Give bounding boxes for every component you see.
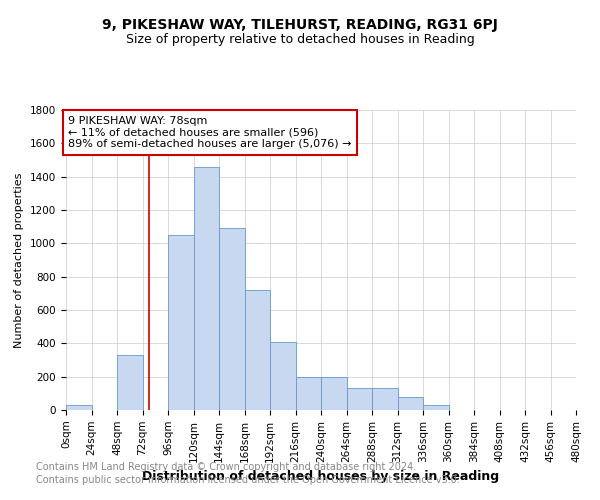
Text: Contains HM Land Registry data © Crown copyright and database right 2024.: Contains HM Land Registry data © Crown c… <box>36 462 416 472</box>
Bar <box>193 166 219 410</box>
Bar <box>296 376 321 410</box>
Bar <box>398 396 423 410</box>
Y-axis label: Number of detached properties: Number of detached properties <box>14 172 25 348</box>
Text: 9, PIKESHAW WAY, TILEHURST, READING, RG31 6PJ: 9, PIKESHAW WAY, TILEHURST, READING, RG3… <box>102 18 498 32</box>
Bar <box>245 290 270 410</box>
Text: 9 PIKESHAW WAY: 78sqm
← 11% of detached houses are smaller (596)
89% of semi-det: 9 PIKESHAW WAY: 78sqm ← 11% of detached … <box>68 116 352 149</box>
Bar <box>168 235 193 410</box>
Bar <box>347 388 372 410</box>
Bar <box>372 388 398 410</box>
Bar <box>66 405 91 410</box>
Bar <box>117 355 143 410</box>
Bar <box>423 405 449 410</box>
X-axis label: Distribution of detached houses by size in Reading: Distribution of detached houses by size … <box>142 470 500 483</box>
Bar <box>270 342 296 410</box>
Bar <box>321 376 347 410</box>
Text: Size of property relative to detached houses in Reading: Size of property relative to detached ho… <box>125 32 475 46</box>
Text: Contains public sector information licensed under the Open Government Licence v3: Contains public sector information licen… <box>36 475 460 485</box>
Bar <box>219 228 245 410</box>
